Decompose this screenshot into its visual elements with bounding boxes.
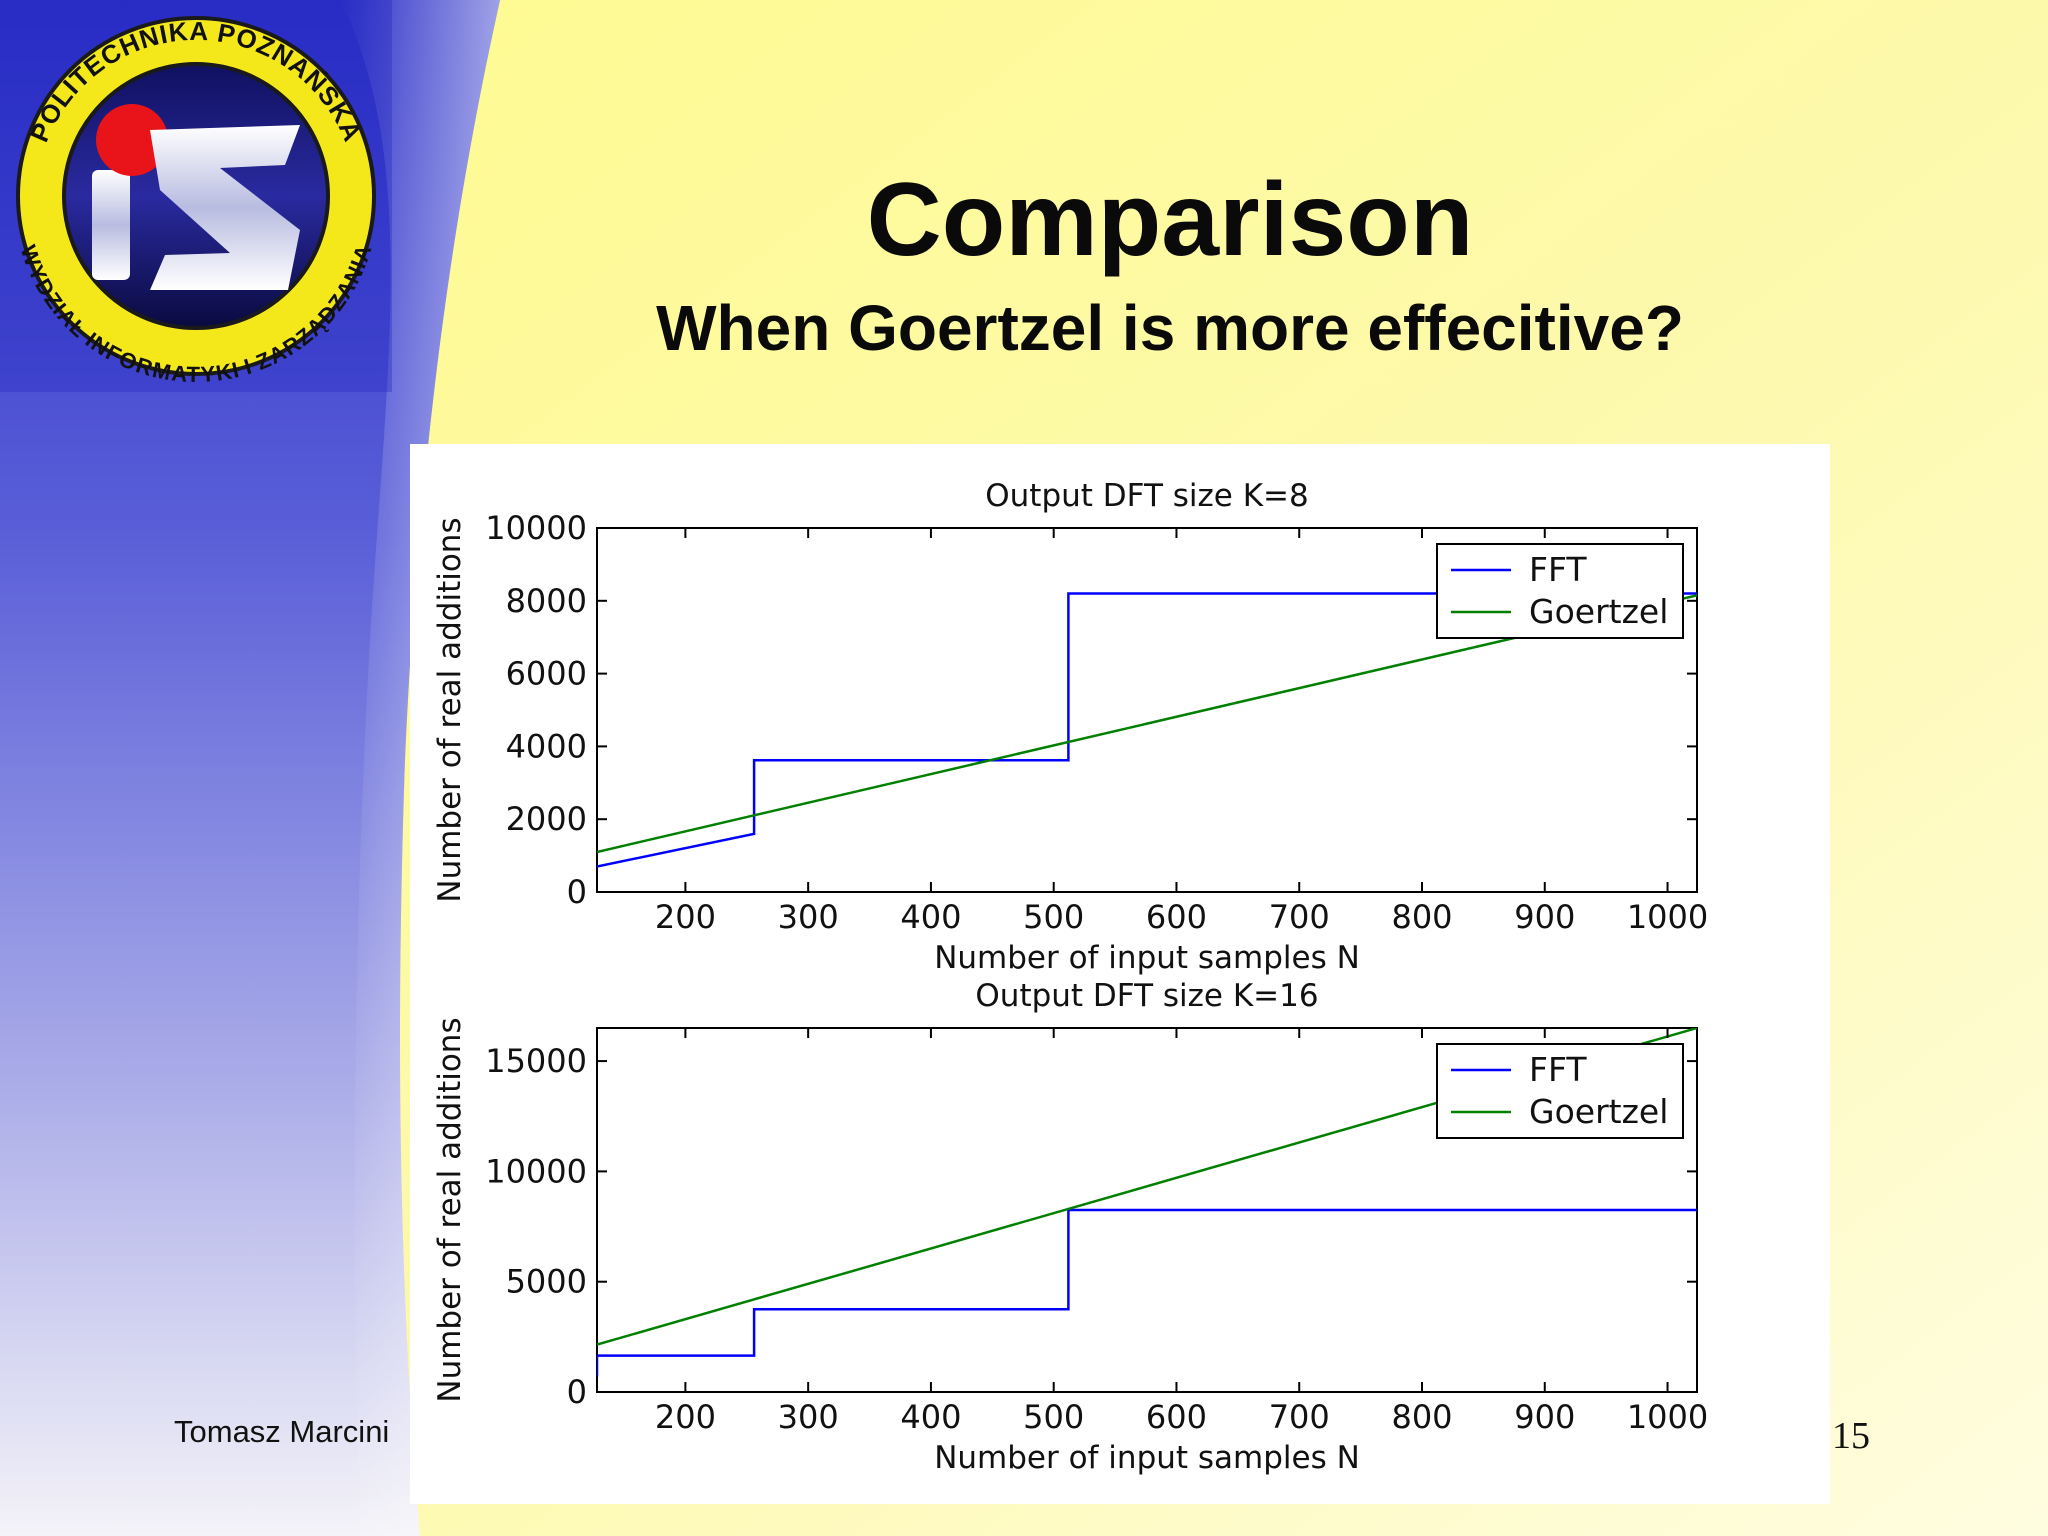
legend-label-goertzel: Goertzel — [1529, 1092, 1668, 1131]
footer-author: Tomasz Marcini — [174, 1414, 390, 1449]
comparison-figure: Output DFT size K=8 200 300 400 500 600 700 800… — [432, 478, 1708, 1476]
legend-box — [1436, 1043, 1684, 1139]
chart-1: Output DFT size K=8 200 300 400 500 600 700 800… — [432, 478, 1708, 976]
figure-panel: Output DFT size K=8 200 300 400 500 600 700 800… — [410, 444, 1830, 1504]
x-tick-label: 300 — [778, 1398, 839, 1436]
x-tick-label: 200 — [655, 898, 716, 936]
y-axis-label: Number of real additions — [432, 517, 468, 902]
logo-ring-text: POLITECHNIKA POZNAŃSKA WYDZIAŁ INFORMATY… — [0, 0, 392, 392]
y-tick-label: 5000 — [506, 1263, 587, 1301]
legend-label-fft: FFT — [1529, 550, 1587, 589]
x-axis-label: Number of input samples N — [934, 940, 1360, 976]
x-tick-label: 600 — [1146, 1398, 1207, 1436]
university-logo — [16, 16, 376, 376]
x-tick-label: 300 — [778, 898, 839, 936]
x-tick-label: 200 — [655, 1398, 716, 1436]
y-tick-label: 10000 — [485, 1152, 587, 1190]
x-tick-label: 500 — [1023, 1398, 1084, 1436]
slide-subtitle: When Goertzel is more effecitive? — [656, 292, 1684, 364]
slide-number: 15 — [1832, 1415, 1870, 1457]
x-tick-label: 800 — [1391, 1398, 1452, 1436]
x-tick-label: 600 — [1146, 898, 1207, 936]
legend-box — [1436, 543, 1684, 639]
y-axis-label: Number of real additions — [432, 1017, 468, 1402]
x-tick-label: 700 — [1269, 898, 1330, 936]
x-tick-label: 800 — [1391, 898, 1452, 936]
legend-label-fft: FFT — [1529, 1050, 1587, 1089]
svg-text:WYDZIAŁ INFORMATYKI I ZARZĄDZA: WYDZIAŁ INFORMATYKI I ZARZĄDZANIA — [16, 242, 377, 387]
x-tick-label: 1000 — [1627, 898, 1708, 936]
x-tick-label: 1000 — [1627, 1398, 1708, 1436]
logo-ring-bottom: WYDZIAŁ INFORMATYKI I ZARZĄDZANIA — [16, 242, 377, 387]
chart-2: Output DFT size K=16 200 300 400 500 600 700 80… — [432, 978, 1708, 1476]
x-tick-label: 900 — [1514, 898, 1575, 936]
y-tick-label: 4000 — [506, 727, 587, 765]
chart-title: Output DFT size K=16 — [975, 978, 1318, 1014]
y-tick-label: 6000 — [506, 655, 587, 693]
series-line-fft — [597, 592, 1697, 868]
svg-text:POLITECHNIKA POZNAŃSKA: POLITECHNIKA POZNAŃSKA — [24, 16, 368, 146]
logo-ring-top: POLITECHNIKA POZNAŃSKA — [24, 16, 367, 146]
y-tick-label: 2000 — [506, 800, 587, 838]
x-tick-label: 900 — [1514, 1398, 1575, 1436]
y-tick-label: 15000 — [485, 1042, 587, 1080]
y-tick-label: 0 — [567, 1373, 587, 1411]
slide-title: Comparison — [866, 162, 1474, 278]
x-tick-label: 700 — [1269, 1398, 1330, 1436]
x-axis-label: Number of input samples N — [934, 1440, 1360, 1476]
x-tick-label: 500 — [1023, 898, 1084, 936]
chart-title: Output DFT size K=8 — [985, 478, 1308, 514]
y-tick-label: 10000 — [485, 509, 587, 547]
y-tick-label: 0 — [567, 873, 587, 911]
x-tick-label: 400 — [900, 898, 961, 936]
x-tick-label: 400 — [900, 1398, 961, 1436]
legend-label-goertzel: Goertzel — [1529, 592, 1668, 631]
y-tick-label: 8000 — [506, 582, 587, 620]
